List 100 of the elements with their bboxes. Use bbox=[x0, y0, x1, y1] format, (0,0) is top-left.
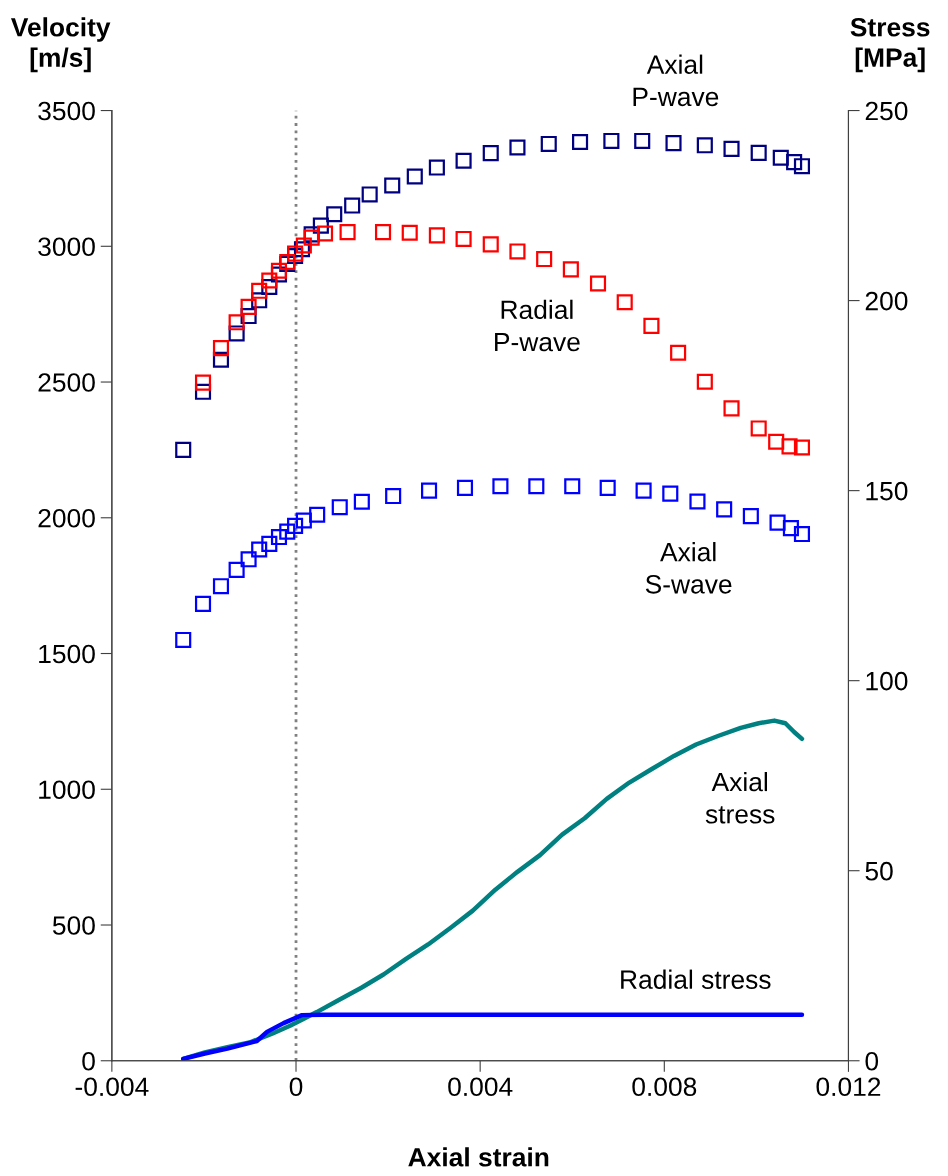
point bbox=[750, 420, 767, 437]
point bbox=[212, 351, 230, 368]
point bbox=[723, 140, 740, 157]
point bbox=[634, 132, 651, 149]
y2-axis-title: Stress [MPa] bbox=[850, 17, 930, 73]
y2-tick-label: 50 bbox=[865, 861, 893, 881]
series-label: Radial stress bbox=[621, 969, 771, 989]
y2-tick-label: 150 bbox=[866, 481, 908, 501]
point bbox=[240, 298, 257, 315]
point bbox=[344, 197, 361, 214]
point bbox=[194, 383, 212, 400]
point bbox=[261, 272, 278, 289]
point bbox=[339, 224, 356, 241]
point bbox=[309, 506, 326, 523]
series-label: Axial P-wave bbox=[633, 54, 719, 107]
point bbox=[251, 541, 268, 558]
point bbox=[670, 344, 687, 361]
point bbox=[194, 374, 212, 391]
point bbox=[772, 149, 789, 166]
point bbox=[456, 479, 474, 496]
point bbox=[384, 177, 401, 194]
point bbox=[401, 224, 418, 241]
point bbox=[492, 478, 509, 495]
point bbox=[175, 631, 192, 648]
point bbox=[635, 482, 652, 499]
point bbox=[750, 144, 767, 161]
point bbox=[175, 441, 192, 458]
point bbox=[374, 224, 392, 241]
y2-tick-label: 200 bbox=[865, 291, 908, 311]
point bbox=[455, 152, 472, 169]
point bbox=[316, 225, 334, 242]
y-axis-title: Velocity [m/s] bbox=[10, 17, 111, 73]
point bbox=[326, 206, 343, 223]
point bbox=[212, 578, 230, 595]
point bbox=[270, 529, 288, 546]
point bbox=[261, 535, 278, 552]
point bbox=[603, 132, 620, 149]
point bbox=[793, 439, 811, 456]
y-tick-label: 1000 bbox=[39, 780, 95, 800]
point bbox=[385, 488, 402, 505]
point bbox=[509, 139, 526, 156]
x-tick-label: 0 bbox=[289, 1077, 303, 1097]
point bbox=[251, 292, 268, 309]
point bbox=[482, 145, 499, 162]
point bbox=[769, 514, 786, 531]
point bbox=[331, 499, 348, 516]
y-tick-label: 3500 bbox=[38, 101, 95, 121]
point bbox=[643, 317, 660, 334]
point bbox=[228, 314, 245, 331]
point bbox=[665, 135, 682, 152]
point bbox=[295, 512, 312, 529]
point bbox=[279, 523, 296, 540]
point bbox=[295, 237, 312, 254]
x-tick-label: -0.004 bbox=[75, 1077, 149, 1097]
point bbox=[212, 340, 230, 357]
point bbox=[428, 227, 445, 244]
point bbox=[312, 217, 329, 234]
point bbox=[482, 236, 499, 253]
point bbox=[589, 275, 607, 292]
point bbox=[572, 133, 589, 151]
point bbox=[696, 373, 713, 390]
point bbox=[528, 478, 545, 495]
point bbox=[270, 262, 288, 279]
point bbox=[616, 294, 633, 311]
y2-tick-label: 0 bbox=[865, 1051, 879, 1071]
x-tick-label: 0.012 bbox=[816, 1077, 881, 1097]
point bbox=[742, 508, 759, 525]
point bbox=[421, 482, 438, 499]
point bbox=[723, 400, 740, 417]
point bbox=[562, 261, 579, 278]
y2-tick-label: 250 bbox=[865, 101, 908, 121]
y-tick-label: 2500 bbox=[38, 373, 95, 392]
y-tick-label: 0 bbox=[82, 1051, 95, 1071]
point bbox=[251, 282, 268, 299]
x-axis-title: Axial strain bbox=[408, 1147, 549, 1167]
point bbox=[261, 278, 278, 296]
point bbox=[228, 561, 245, 578]
point bbox=[793, 526, 811, 543]
y-tick-label: 2000 bbox=[38, 508, 95, 528]
point bbox=[194, 595, 212, 612]
point bbox=[353, 493, 370, 510]
x-tick-label: 0.004 bbox=[448, 1077, 513, 1097]
y-tick-label: 500 bbox=[52, 916, 95, 935]
point bbox=[287, 517, 304, 534]
point bbox=[455, 230, 472, 248]
point bbox=[696, 137, 713, 154]
point bbox=[428, 159, 445, 176]
point bbox=[768, 433, 785, 450]
y-tick-label: 3000 bbox=[38, 237, 95, 257]
point bbox=[536, 250, 553, 268]
series-label: Axial stress bbox=[705, 771, 775, 824]
point bbox=[781, 438, 798, 455]
point bbox=[406, 168, 423, 185]
y-tick-label: 1500 bbox=[39, 644, 95, 664]
point bbox=[509, 243, 526, 260]
point bbox=[793, 158, 811, 175]
point bbox=[716, 501, 733, 518]
point bbox=[540, 135, 557, 152]
series-label: Axial S-wave bbox=[645, 542, 732, 594]
point bbox=[240, 308, 257, 325]
